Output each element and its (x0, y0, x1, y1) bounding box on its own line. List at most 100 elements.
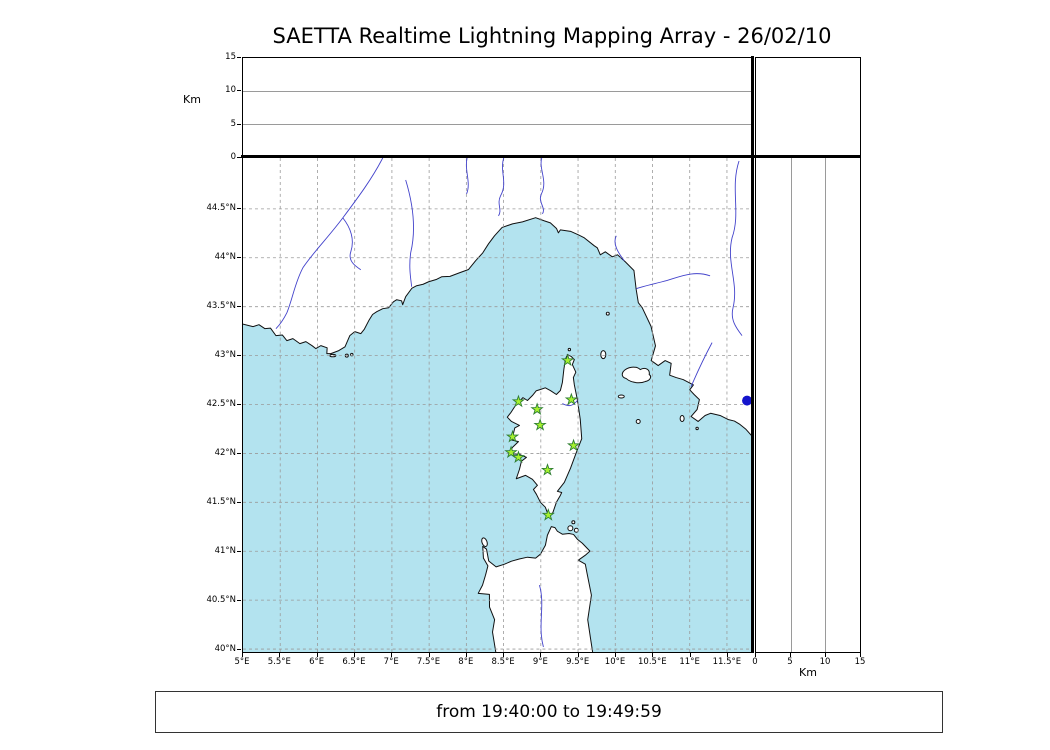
alt-tick-label: 5 (230, 118, 236, 129)
gorgona-island (605, 311, 610, 316)
lon-tick-mark (615, 653, 616, 657)
river-line (636, 273, 711, 290)
lon-tick-mark (689, 653, 691, 657)
lon-tick-mark (279, 653, 281, 657)
lat-tick-label: 44.5°N (206, 202, 236, 213)
altitude-gridline (243, 124, 752, 125)
lon-tick-label: 11°E (679, 657, 700, 667)
river-line (342, 217, 362, 271)
lat-tick-label: 43°N (214, 350, 236, 360)
lat-tick-label: 44°N (214, 251, 236, 262)
station-star-marker (504, 445, 518, 459)
alt-tick-label: 0 (230, 152, 236, 162)
km-tick-mark (860, 653, 861, 657)
giannutri-island (695, 426, 699, 431)
lon-tick-label: 6°E (309, 657, 325, 667)
lon-tick-mark (652, 653, 654, 657)
lon-tick-mark (540, 653, 542, 657)
map-gridlines (243, 158, 752, 652)
lat-tick-label: 40.5°N (206, 595, 236, 606)
lat-tick-label: 42.5°N (206, 399, 236, 409)
river-line (729, 160, 743, 336)
lon-tick-mark (577, 653, 579, 657)
thick-vertical-axis-line (751, 56, 754, 653)
lon-tick-mark (465, 653, 467, 657)
time-range-box: from 19:40:00 to 19:49:59 (155, 691, 943, 733)
lon-tick-label: 7.5°E (416, 657, 441, 667)
altitude-gridline (790, 158, 792, 652)
station-star-marker (541, 508, 555, 521)
river-line (539, 158, 545, 215)
altitude-gridline (243, 91, 752, 92)
giraglia-islet (567, 347, 572, 352)
km-axis-label: Km (799, 666, 817, 679)
station-star-marker (560, 353, 575, 367)
station-star-marker (564, 392, 578, 406)
lon-tick-label: 11.5°E (712, 657, 742, 667)
alt-tick-mark (237, 57, 241, 58)
lon-tick-label: 10°E (604, 657, 626, 667)
lat-tick-label: 40°N (214, 644, 236, 655)
lon-tick-label: 5.5°E (267, 657, 291, 667)
lon-tick-label: 6.5°E (342, 657, 366, 667)
map-canvas (243, 158, 752, 652)
lat-tick-mark (237, 551, 241, 553)
lon-tick-label: 9°E (532, 657, 548, 667)
river-line (405, 179, 415, 287)
alt-tick-label: 10 (225, 85, 236, 96)
rivers (275, 158, 743, 648)
alt-tick-label: 15 (225, 52, 236, 62)
giglio-island (679, 414, 685, 422)
station-star-marker (566, 438, 581, 452)
alt-tick-mark (237, 123, 241, 125)
km-tick-label: 5 (787, 657, 793, 667)
corsica-island (506, 354, 583, 516)
lat-tick-mark (237, 649, 241, 651)
lon-tick-label: 8°E (458, 657, 474, 667)
river-line (614, 235, 625, 262)
river-line (538, 585, 544, 648)
altitude-vs-longitude-panel (242, 57, 753, 158)
lat-tick-mark (237, 404, 241, 405)
km-tick-mark (755, 653, 756, 657)
page-title: SAETTA Realtime Lightning Mapping Array … (272, 24, 832, 48)
lon-tick-mark (316, 653, 318, 657)
river-line (562, 400, 578, 407)
station-star-marker (540, 463, 555, 476)
station-star-marker (533, 418, 547, 431)
lon-tick-label: 9.5°E (566, 657, 590, 667)
lat-tick-label: 43.5°N (206, 300, 236, 311)
lon-tick-mark (391, 653, 393, 657)
alt-tick-mark (237, 157, 241, 158)
pianosa-island (617, 394, 625, 399)
capraia-island (600, 350, 607, 360)
km-tick-label: 0 (752, 657, 758, 667)
station-markers (504, 353, 581, 521)
river-line (465, 158, 469, 195)
event-dot-marker (742, 395, 752, 406)
asinara-island (481, 537, 488, 548)
lat-tick-label: 42°N (214, 448, 236, 459)
lat-tick-mark (237, 600, 241, 602)
river-line (275, 158, 384, 329)
lon-tick-mark (726, 653, 728, 657)
lon-tick-label: 7°E (383, 657, 399, 667)
altitude-gridline (825, 158, 827, 652)
lat-tick-mark (237, 207, 241, 209)
mainland-coastline (243, 158, 752, 437)
river-line (498, 158, 505, 217)
altitude-histogram-panel (755, 57, 861, 158)
lat-tick-mark (237, 256, 241, 258)
lon-tick-label: 8.5°E (491, 657, 515, 667)
lat-tick-mark (237, 355, 241, 356)
station-star-marker (511, 394, 526, 408)
lon-tick-label: 5°E (234, 657, 250, 667)
alt-tick-mark (237, 90, 241, 92)
montecristo-island (635, 418, 641, 424)
station-star-marker (530, 402, 544, 416)
lat-tick-mark (237, 453, 241, 455)
altitude-axis-label: Km (183, 93, 201, 106)
km-tick-label: 15 (854, 657, 866, 667)
station-star-marker (511, 450, 526, 464)
